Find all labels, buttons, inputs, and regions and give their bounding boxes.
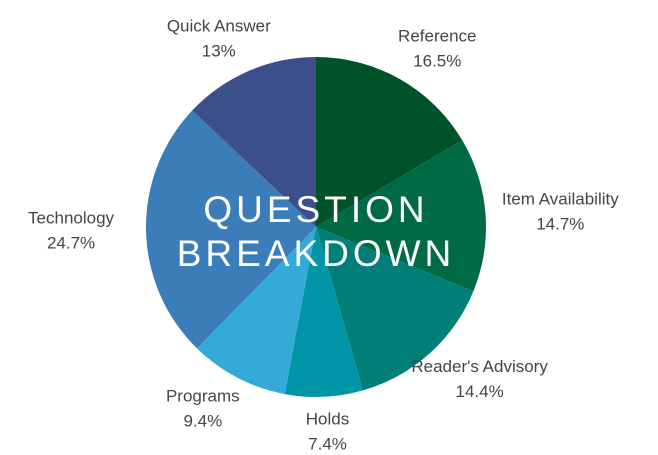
chart-title: QUESTION BREAKDOWN <box>176 189 456 274</box>
slice-value-label: 9.4% <box>183 411 222 430</box>
pie-slice <box>316 57 463 227</box>
slice-label: Reader's Advisory <box>411 357 548 376</box>
pie-slice <box>316 140 486 292</box>
slice-label: Holds <box>306 409 349 428</box>
slice-value-label: 7.4% <box>308 434 347 453</box>
slice-label: Item Availability <box>502 189 619 208</box>
pie-slice <box>284 227 363 397</box>
slice-label: Technology <box>28 209 115 228</box>
slice-value-label: 14.4% <box>456 382 504 401</box>
slice-value-label: 14.7% <box>536 214 584 233</box>
slice-label: Quick Answer <box>167 16 271 35</box>
pie-slice <box>316 227 474 391</box>
slice-value-label: 16.5% <box>413 51 461 70</box>
slice-label: Reference <box>398 26 476 45</box>
slice-label: Programs <box>166 386 240 405</box>
slice-value-label: 24.7% <box>47 234 95 253</box>
pie-slice <box>197 227 316 395</box>
slice-value-label: 13% <box>202 41 236 60</box>
pie-slice <box>146 110 316 349</box>
pie-slice <box>192 57 316 227</box>
